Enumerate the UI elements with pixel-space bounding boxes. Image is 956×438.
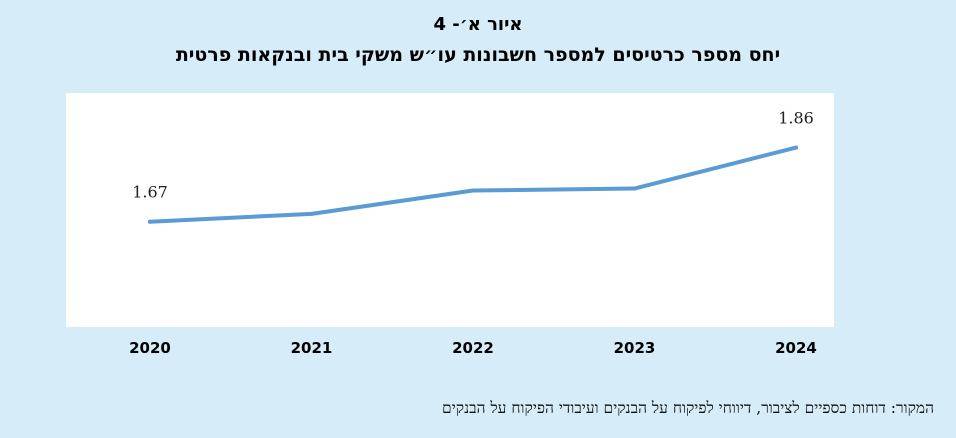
data-point bbox=[794, 145, 798, 150]
chart-title: יחס מספר כרטיסים למספר חשבונות עו״ש משקי… bbox=[175, 44, 781, 66]
data-point bbox=[309, 211, 314, 216]
source-note: המקור: דוחות כספיים לציבור, דיווחי לפיקו… bbox=[442, 399, 934, 417]
data-point bbox=[471, 188, 475, 193]
x-tick-label: 2023 bbox=[614, 339, 656, 357]
x-tick-label: 2024 bbox=[775, 339, 817, 357]
x-tick-label: 2022 bbox=[452, 339, 494, 357]
data-point bbox=[632, 186, 637, 191]
plot-area bbox=[66, 93, 834, 327]
data-point bbox=[148, 219, 152, 224]
data-label: 1.67 bbox=[132, 183, 168, 202]
x-tick-label: 2021 bbox=[291, 339, 333, 357]
chart-marks: 2020 2021 2022 2023 2024 1.67 1.86 bbox=[129, 109, 817, 357]
x-tick-label: 2020 bbox=[129, 339, 171, 357]
data-label: 1.86 bbox=[778, 109, 814, 128]
figure-label: איור א׳- 4 bbox=[433, 14, 523, 35]
